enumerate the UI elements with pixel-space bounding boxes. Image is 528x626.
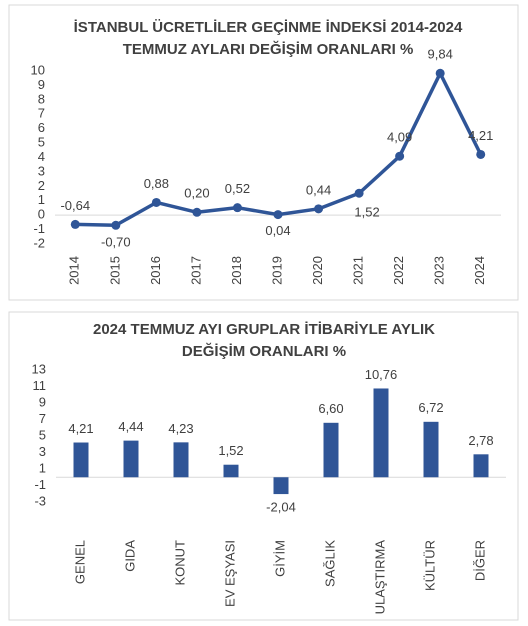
bar [273, 477, 289, 495]
value-label: 1,52 [218, 443, 243, 458]
bar [223, 464, 239, 478]
marker [273, 210, 283, 220]
y-tick-label: -3 [34, 493, 46, 508]
y-tick-label: 8 [38, 91, 45, 106]
value-label: 4,44 [118, 419, 143, 434]
x-tick-label: 2017 [188, 256, 203, 285]
y-tick-label: 9 [39, 394, 46, 409]
y-tick-label: -1 [34, 477, 46, 492]
y-tick-label: 3 [38, 163, 45, 178]
y-tick-label: 2 [38, 178, 45, 193]
bar [373, 388, 389, 478]
y-tick-label: 6 [38, 120, 45, 135]
value-label: 4,21 [68, 421, 93, 436]
bar [73, 442, 89, 478]
marker [111, 220, 121, 230]
x-tick-label: GENEL [72, 540, 87, 584]
y-tick-label: 5 [38, 135, 45, 150]
y-tick-label: 5 [39, 427, 46, 442]
x-tick-label: DİĞER [472, 540, 487, 581]
marker [70, 219, 80, 229]
x-tick-label: ULAŞTIRMA [372, 540, 387, 615]
y-tick-label: 1 [39, 460, 46, 475]
x-tick-label: EV EŞYASI [222, 540, 237, 607]
marker [435, 68, 445, 78]
y-tick-label: 4 [38, 149, 45, 164]
value-label: -2,04 [266, 500, 296, 515]
y-tick-label: -2 [33, 235, 45, 250]
value-label: 0,52 [225, 181, 250, 196]
marker [395, 151, 405, 161]
x-tick-label: 2021 [351, 256, 366, 285]
value-label: 4,23 [168, 421, 193, 436]
x-tick-label: KÜLTÜR [422, 540, 437, 591]
x-tick-label: 2023 [432, 256, 447, 285]
chart-title: TEMMUZ AYLARI DEĞİŞİM ORANLARI % [123, 40, 414, 58]
y-tick-label: 11 [33, 378, 47, 393]
value-label: 6,60 [318, 401, 343, 416]
value-label: 6,72 [418, 400, 443, 415]
x-tick-label: GİYİM [272, 540, 287, 577]
chart-title: İSTANBUL ÜCRETLİLER GEÇİNME İNDEKSİ 2014… [74, 19, 463, 36]
chart-title: 2024 TEMMUZ AYI GRUPLAR İTİBARİYLE AYLIK [93, 321, 435, 338]
bar [173, 442, 189, 478]
y-tick-label: 10 [31, 62, 45, 77]
x-tick-label: 2018 [229, 256, 244, 285]
y-tick-label: 9 [38, 77, 45, 92]
marker [232, 203, 242, 213]
x-tick-label: 2022 [391, 256, 406, 285]
value-label: 0,44 [306, 182, 331, 197]
marker [151, 197, 161, 207]
value-label: -0,70 [101, 235, 131, 250]
y-tick-label: 7 [38, 106, 45, 121]
value-label: 4,09 [387, 130, 412, 145]
x-tick-label: 2019 [269, 256, 284, 285]
marker [192, 207, 202, 217]
x-tick-label: 2024 [472, 256, 487, 285]
y-tick-label: 13 [32, 361, 46, 376]
y-tick-label: 3 [39, 444, 46, 459]
y-tick-label: 7 [39, 411, 46, 426]
x-tick-label: SAĞLIK [322, 540, 337, 587]
marker [354, 188, 364, 198]
value-label: -0,64 [60, 198, 90, 213]
y-tick-label: 1 [38, 192, 45, 207]
value-label: 9,84 [428, 47, 453, 62]
bar [123, 440, 139, 478]
marker [476, 149, 486, 159]
marker [314, 204, 324, 214]
x-tick-label: GIDA [122, 540, 137, 572]
x-tick-label: 2016 [148, 256, 163, 285]
x-tick-label: 2020 [310, 256, 325, 285]
bar [423, 421, 439, 478]
chart-frame [8, 4, 519, 301]
bar [473, 454, 489, 478]
value-label: 2,78 [468, 433, 493, 448]
value-label: 0,04 [265, 223, 290, 238]
value-label: 10,76 [365, 367, 398, 382]
y-tick-label: 0 [38, 207, 45, 222]
chart-title: DEĞİŞİM ORANLARI % [182, 342, 346, 360]
x-tick-label: KONUT [172, 540, 187, 586]
value-label: 4,21 [468, 128, 493, 143]
x-tick-label: 2015 [107, 256, 122, 285]
value-label: 0,20 [184, 186, 209, 201]
bar [323, 422, 339, 478]
y-tick-label: -1 [33, 221, 45, 236]
x-tick-label: 2014 [67, 256, 82, 285]
value-label: 1,52 [354, 205, 379, 220]
value-label: 0,88 [144, 176, 169, 191]
